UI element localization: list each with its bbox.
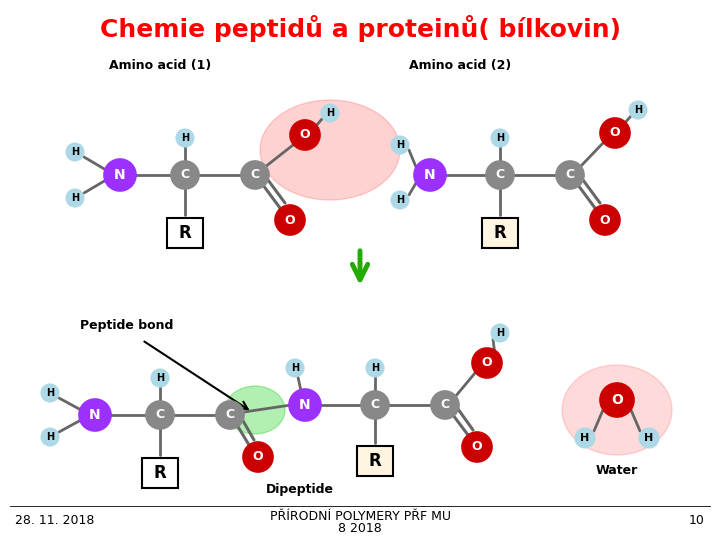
Text: C: C [251,168,260,181]
Text: H: H [634,105,642,115]
Text: H: H [71,193,79,203]
Circle shape [146,401,174,429]
Circle shape [391,191,409,209]
Circle shape [491,129,509,147]
Text: Peptide bond: Peptide bond [80,319,174,332]
Text: O: O [610,126,621,139]
Circle shape [66,143,84,161]
Circle shape [66,189,84,207]
Circle shape [462,432,492,462]
Text: H: H [644,433,654,443]
Circle shape [321,104,339,122]
Text: Amino acid (2): Amino acid (2) [409,58,511,71]
Text: H: H [326,108,334,118]
Text: C: C [225,408,235,422]
Text: H: H [396,140,404,150]
Ellipse shape [225,386,285,434]
Text: 10: 10 [689,514,705,526]
Text: H: H [580,433,590,443]
Text: H: H [181,133,189,143]
Text: R: R [369,452,382,470]
Text: O: O [284,213,295,226]
Text: O: O [300,129,310,141]
Circle shape [486,161,514,189]
Text: C: C [565,168,575,181]
Circle shape [275,205,305,235]
Circle shape [290,120,320,150]
Text: O: O [482,356,492,369]
Text: H: H [496,133,504,143]
Circle shape [216,401,244,429]
Circle shape [41,428,59,446]
Circle shape [629,101,647,119]
Text: H: H [46,388,54,398]
Circle shape [104,159,136,191]
Circle shape [472,348,502,378]
Text: 28. 11. 2018: 28. 11. 2018 [15,514,94,526]
Text: Chemie peptidů a proteinů( bílkovin): Chemie peptidů a proteinů( bílkovin) [99,15,621,42]
Text: O: O [600,213,611,226]
Text: C: C [495,168,505,181]
Circle shape [286,359,304,377]
FancyBboxPatch shape [482,218,518,248]
Text: O: O [472,441,482,454]
Circle shape [151,369,169,387]
Text: PŘÍRODNÍ POLYMERY PŘF MU: PŘÍRODNÍ POLYMERY PŘF MU [269,510,451,523]
Circle shape [431,391,459,419]
Text: H: H [71,147,79,157]
Text: O: O [611,393,623,407]
Text: Amino acid (1): Amino acid (1) [109,58,211,71]
Text: Dipeptide: Dipeptide [266,483,334,496]
Circle shape [639,428,659,448]
Circle shape [361,391,389,419]
Text: C: C [441,399,449,411]
Text: N: N [89,408,101,422]
Text: 8 2018: 8 2018 [338,522,382,535]
Text: N: N [424,168,436,182]
Text: O: O [253,450,264,463]
Ellipse shape [562,365,672,455]
Text: N: N [300,398,311,412]
Text: R: R [494,224,506,242]
Text: H: H [156,373,164,383]
Text: C: C [156,408,165,422]
Text: C: C [181,168,189,181]
Text: H: H [371,363,379,373]
Text: R: R [153,464,166,482]
Circle shape [289,389,321,421]
Circle shape [600,118,630,148]
Ellipse shape [260,100,400,200]
Circle shape [41,384,59,402]
Circle shape [241,161,269,189]
Text: C: C [370,399,379,411]
FancyBboxPatch shape [142,458,178,488]
Circle shape [79,399,111,431]
FancyBboxPatch shape [357,446,393,476]
Text: H: H [46,432,54,442]
Text: H: H [496,328,504,338]
Circle shape [176,129,194,147]
Circle shape [556,161,584,189]
Text: H: H [396,195,404,205]
Circle shape [243,442,273,472]
Circle shape [491,324,509,342]
Circle shape [590,205,620,235]
Text: H: H [291,363,299,373]
Circle shape [391,136,409,154]
Circle shape [575,428,595,448]
Circle shape [366,359,384,377]
Text: R: R [179,224,192,242]
FancyBboxPatch shape [167,218,203,248]
Text: Water: Water [596,463,638,476]
Circle shape [171,161,199,189]
Text: N: N [114,168,126,182]
Circle shape [414,159,446,191]
Circle shape [600,383,634,417]
